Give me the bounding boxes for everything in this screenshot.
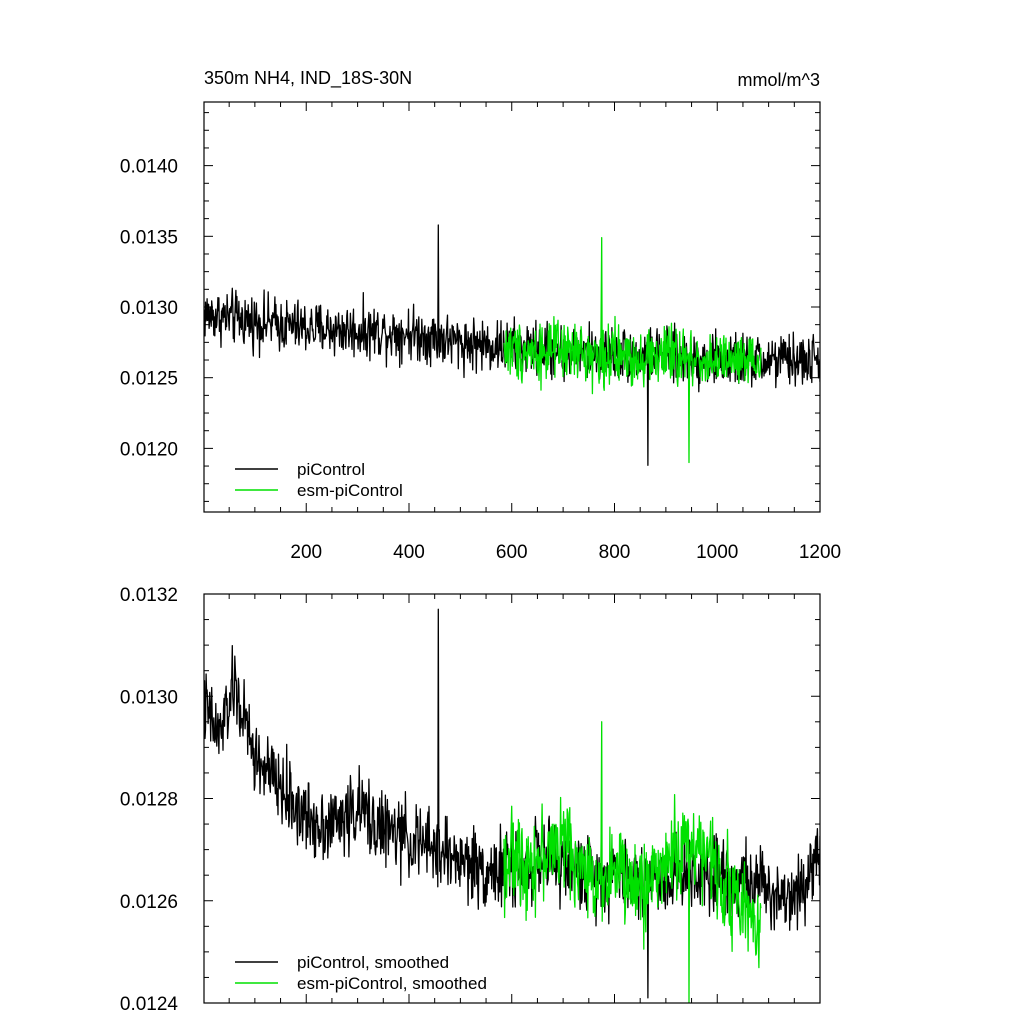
series-group: [204, 224, 820, 466]
x-tick-label: 400: [393, 542, 425, 563]
y-tick-label: 0.0120: [120, 439, 178, 460]
y-tick-label: 0.0132: [120, 585, 178, 606]
series-line-esm-picontrol: [503, 237, 762, 464]
legend-label-esm-picontrol-smoothed: esm-piControl, smoothed: [297, 974, 487, 993]
x-tick-label: 1000: [696, 542, 738, 563]
series-group: [204, 608, 820, 1003]
legend-label-picontrol-smoothed: piControl, smoothed: [297, 953, 449, 972]
y-tick-label: 0.0130: [120, 687, 178, 708]
legend-label-esm-picontrol: esm-piControl: [297, 481, 403, 500]
top-panel: 200 400 600 800 1000 1200 0.0120 0.0125 0.0130 0.…: [120, 101, 841, 563]
x-tick-label: 600: [496, 542, 528, 563]
x-tick-label: 200: [290, 542, 322, 563]
y-tick-label: 0.0135: [120, 227, 178, 248]
x-tick-label: 1200: [799, 542, 841, 563]
y-tick-label: 0.0140: [120, 157, 178, 178]
y-tick-label: 0.0125: [120, 369, 178, 390]
y-tick-label: 0.0124: [120, 994, 179, 1015]
legend-label-picontrol: piControl: [297, 460, 365, 479]
bottom-panel: 0.0124 0.0126 0.0128 0.0130 0.0132: [120, 585, 821, 1015]
x-tick-label: 800: [599, 542, 631, 563]
series-line-esm-picontrol-smoothed: [503, 721, 762, 1003]
top-legend: piControl esm-piControl: [235, 460, 403, 500]
bottom-legend: piControl, smoothed esm-piControl, smoot…: [235, 953, 487, 993]
y-tick-label: 0.0130: [120, 298, 178, 319]
chart-title: 350m NH4, IND_18S-30N: [204, 68, 412, 89]
y-tick-label: 0.0126: [120, 892, 178, 913]
y-tick-label: 0.0128: [120, 790, 178, 811]
units-label: mmol/m^3: [738, 70, 820, 90]
